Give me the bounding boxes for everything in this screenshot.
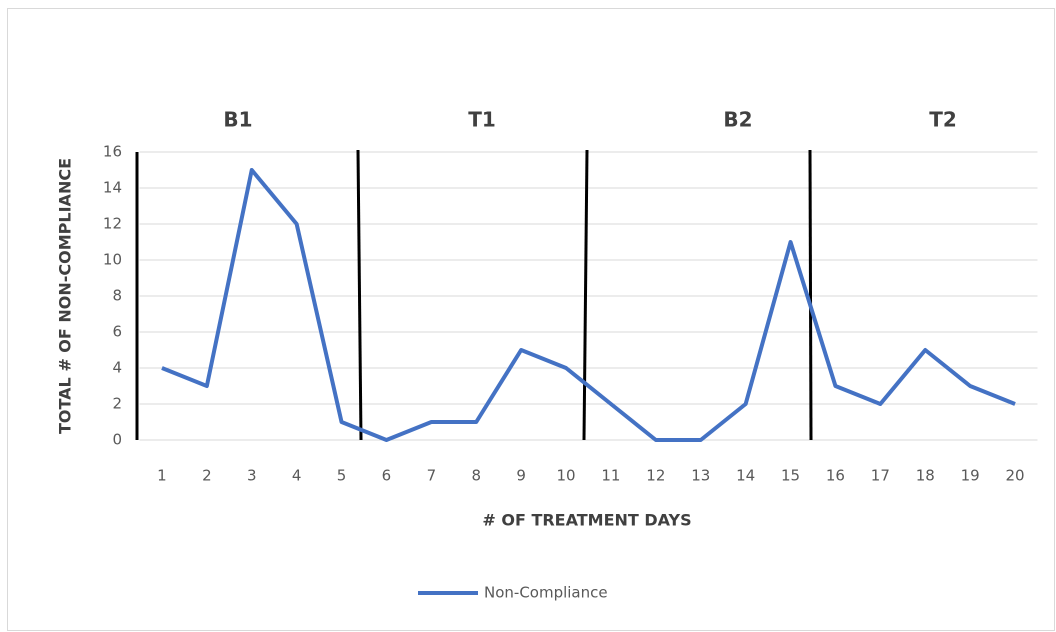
y-tick-label: 0 [112,431,122,449]
y-tick-label: 6 [112,323,122,341]
phase-divider [582,149,589,441]
phase-label: T2 [929,108,957,132]
x-tick-label: 7 [427,467,437,485]
y-tick-label: 4 [112,359,122,377]
grid [139,151,1038,441]
x-tick-label: 4 [292,467,302,485]
x-axis-title: # OF TREATMENT DAYS [482,511,691,530]
x-tick-label: 2 [202,467,212,485]
x-tick-label: 20 [1006,467,1025,485]
phase-label: B2 [723,108,752,132]
x-tick-label: 5 [337,467,347,485]
phase-divider [356,149,363,441]
x-tick-label: 18 [916,467,935,485]
phase-label: T1 [468,108,496,132]
x-tick-label: 15 [781,467,800,485]
y-tick-label: 14 [103,179,122,197]
x-tick-label: 14 [736,467,755,485]
x-tick-label: 19 [961,467,980,485]
x-tick-label: 16 [826,467,845,485]
x-tick-label: 1 [157,467,167,485]
x-tick-label: 10 [557,467,576,485]
chart-border [7,8,1055,631]
legend-label: Non-Compliance [484,584,608,602]
x-tick-label: 13 [691,467,710,485]
phase-divider [808,149,813,441]
y-tick-label: 2 [112,395,122,413]
phase-dividers [135,149,813,441]
x-tick-label: 6 [382,467,392,485]
data-line [161,168,1016,442]
x-tick-label: 12 [646,467,665,485]
x-tick-label: 11 [601,467,620,485]
y-tick-label: 10 [103,251,122,269]
y-tick-label: 12 [103,215,122,233]
x-tick-label: 3 [247,467,257,485]
phase-label: B1 [223,108,252,132]
x-tick-label: 8 [471,467,481,485]
x-tick-label: 17 [871,467,890,485]
y-tick-label: 16 [103,143,122,161]
y-tick-label: 8 [112,287,122,305]
x-tick-label: 9 [516,467,526,485]
y-axis-title: TOTAL # OF NON-COMPLIANCE [56,158,75,434]
